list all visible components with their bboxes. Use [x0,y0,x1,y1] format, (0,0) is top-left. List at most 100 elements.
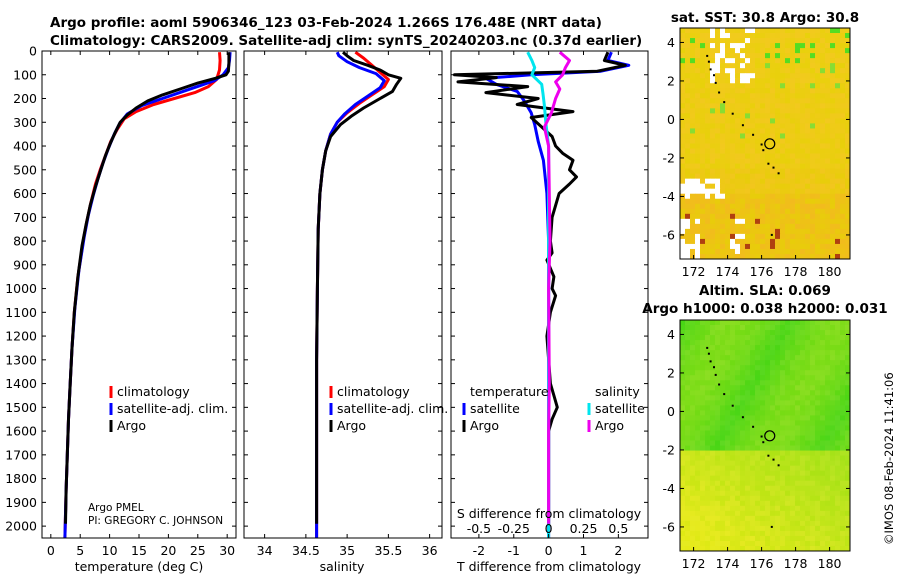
map-cell [680,58,686,64]
map-cell [835,108,841,114]
map-cell [795,390,801,396]
map-cell [820,545,826,551]
map-cell [690,495,696,502]
y-tick-label: 600 [13,186,37,201]
map-cell [735,193,741,200]
map-cell [745,238,751,245]
map-cell [720,243,726,250]
map-cell [785,163,791,170]
map-cell [795,173,801,180]
map-cell [705,455,711,462]
map-cell [845,320,850,326]
map-cell [720,178,726,185]
map-cell [760,365,766,371]
map-cell [775,425,781,431]
map-cell [725,515,731,522]
map-cell [800,168,806,175]
map-cell [790,178,796,185]
map-cell [775,405,781,411]
map-cell [790,430,796,436]
map-cell [735,53,741,59]
map-cell [820,440,826,446]
map-cell [735,108,741,114]
map-cell [730,500,736,507]
track-point [767,454,770,457]
map-cell [755,490,761,497]
map-cell [830,510,836,517]
map-cell [775,375,781,381]
map-cell [775,128,781,134]
map-cell [760,53,766,59]
map-cell [705,475,711,482]
map-cell [735,223,741,230]
map-cell [720,385,726,391]
map-cell [690,33,696,39]
map-cell [770,525,776,532]
map-cell [745,188,751,195]
map-cell [785,83,791,89]
map-cell [800,163,806,170]
map-cell [820,460,826,467]
map-cell [810,415,816,421]
argo-location-marker [764,430,776,442]
map-cell [765,63,771,69]
map-cell [715,213,721,220]
map-cell [760,405,766,411]
map-cell [720,460,726,467]
map-cell [720,320,726,326]
map-cell [830,183,836,190]
map-cell [725,68,731,74]
map-cell [695,208,701,215]
map-cell [795,113,801,119]
x-tick-label: 15 [131,543,147,558]
map-cell [695,380,701,386]
map-cell [705,525,711,532]
map-cell [780,520,786,527]
map-cell [845,108,850,114]
map-cell [705,208,711,215]
map-cell [770,470,776,477]
map-cell [730,48,736,54]
map-cell [785,500,791,507]
map-cell [760,470,766,477]
map-cell [695,73,701,79]
map-cell [840,410,846,416]
map-cell [805,465,811,472]
map-cell [755,28,761,34]
map-cell [775,320,781,326]
map-cell [690,460,696,467]
map-cell [825,425,831,431]
map-cell [800,33,806,39]
map-cell [735,253,741,259]
map-cell [810,435,816,441]
map-cell [710,63,716,69]
map-cell [735,163,741,170]
map-cell [735,73,741,79]
map-cell [710,133,716,139]
map-cell [750,440,756,446]
map-cell [845,28,850,34]
map-cell [745,173,751,180]
map-cell [785,530,791,537]
map-cell [780,228,786,235]
map-cell [695,435,701,441]
map-cell [685,465,691,472]
map-cell [810,480,816,487]
map-cell [745,53,751,59]
map-cell [800,238,806,245]
map-cell [775,88,781,94]
map-cell [820,410,826,416]
map-cell [690,350,696,356]
map-cell [800,153,806,159]
map-cell [845,63,850,69]
map-cell [680,63,686,69]
map-cell [745,335,751,341]
map-cell [720,88,726,94]
map-cell [830,480,836,487]
map-cell [800,213,806,220]
map-cell [785,455,791,462]
map-cell [730,530,736,537]
map-cell [710,540,716,547]
map-cell [745,360,751,366]
map-cell [755,530,761,537]
